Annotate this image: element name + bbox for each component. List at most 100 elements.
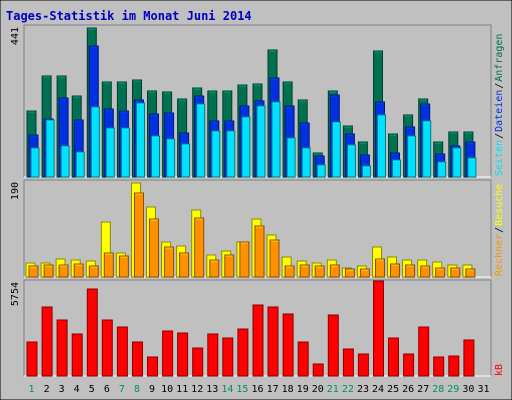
bar-kb-day-12 <box>192 347 204 377</box>
bar-kb-day-13 <box>207 333 219 377</box>
day-label-14: 14 <box>221 384 233 395</box>
bar-seiten-day-3 <box>60 145 70 178</box>
bar-seiten-day-10 <box>166 138 176 178</box>
bar-seiten-day-11 <box>181 143 191 178</box>
day-label-18: 18 <box>282 384 294 395</box>
bar-seiten-day-5 <box>90 106 100 178</box>
day-label-26: 26 <box>402 384 414 395</box>
y-axis-max-label: 5754 <box>10 282 21 306</box>
day-label-21: 21 <box>327 384 339 395</box>
bar-kb-day-19 <box>297 341 309 377</box>
bar-rechner-day-21 <box>329 264 340 278</box>
bar-seiten-day-23 <box>361 165 371 178</box>
day-label-27: 27 <box>417 384 429 395</box>
day-label-6: 6 <box>104 384 110 395</box>
legend-separator: / <box>494 227 505 233</box>
bar-seiten-day-30 <box>467 157 477 178</box>
bar-kb-day-25 <box>388 337 399 377</box>
y-axis-max-label: 190 <box>10 182 21 200</box>
day-label-19: 19 <box>297 384 309 395</box>
day-label-28: 28 <box>432 384 444 395</box>
bar-seiten-day-4 <box>75 151 85 178</box>
day-label-13: 13 <box>206 384 218 395</box>
bar-seiten-day-9 <box>151 135 160 178</box>
bar-kb-day-21 <box>327 314 339 377</box>
bar-seiten-day-6 <box>105 127 115 178</box>
day-label-10: 10 <box>161 384 173 395</box>
bar-seiten-day-14 <box>226 130 236 178</box>
bar-rechner-day-22 <box>344 268 355 278</box>
bar-kb-day-4 <box>71 333 83 377</box>
day-label-4: 4 <box>74 384 80 395</box>
bar-kb-day-30 <box>463 339 475 377</box>
bar-seiten-day-7 <box>120 127 130 178</box>
bar-rechner-day-30 <box>465 268 476 278</box>
bar-kb-day-14 <box>222 337 234 377</box>
bar-kb-day-15 <box>237 328 249 377</box>
day-label-1: 1 <box>28 384 34 395</box>
bar-seiten-day-29 <box>452 147 462 178</box>
legend-seiten: Seiten <box>494 140 505 176</box>
bar-seiten-day-21 <box>331 121 341 178</box>
day-label-25: 25 <box>387 384 399 395</box>
bar-kb-day-6 <box>101 319 113 377</box>
legend-rechner: Rechner <box>494 234 505 276</box>
day-label-23: 23 <box>357 384 369 395</box>
bar-kb-day-17 <box>267 306 279 377</box>
legend-separator: / <box>494 83 505 89</box>
bar-rechner-day-5 <box>88 265 99 278</box>
day-label-16: 16 <box>251 384 263 395</box>
bar-kb-day-26 <box>403 353 415 377</box>
bar-kb-day-28 <box>433 356 445 377</box>
x-axis-day-labels: 1 2 3 4 5 6 7 8 9 10 11 12 13 14 15 16 17 18 19 20 21 22 23 24 2… <box>28 384 489 395</box>
bar-seiten-day-25 <box>392 159 401 178</box>
bar-kb-day-9 <box>147 356 158 377</box>
bar-seiten-day-2 <box>45 119 55 178</box>
day-label-12: 12 <box>191 384 203 395</box>
bar-rechner-day-11 <box>179 252 190 278</box>
bar-rechner-day-14 <box>224 254 235 278</box>
bar-kb-day-23 <box>357 353 369 377</box>
bar-rechner-day-15 <box>239 241 250 278</box>
bar-rechner-day-12 <box>194 217 205 278</box>
bar-seiten-day-24 <box>377 114 386 178</box>
day-label-24: 24 <box>372 384 384 395</box>
bar-rechner-day-25 <box>390 263 400 278</box>
bar-rechner-day-6 <box>103 252 114 278</box>
bar-seiten-day-12 <box>196 103 206 178</box>
day-label-5: 5 <box>89 384 95 395</box>
day-label-17: 17 <box>267 384 279 395</box>
bar-rechner-day-2 <box>43 264 54 278</box>
bar-kb-day-5 <box>86 288 98 377</box>
bar-kb-day-10 <box>162 330 174 377</box>
bar-kb-day-1 <box>26 341 38 377</box>
legend-dateien: Dateien <box>494 90 505 132</box>
bar-seiten-day-8 <box>136 102 145 178</box>
bar-seiten-day-17 <box>271 101 281 178</box>
bar-seiten-day-18 <box>286 137 296 178</box>
bar-rechner-day-20 <box>314 265 325 278</box>
day-label-31: 31 <box>477 384 489 395</box>
day-label-20: 20 <box>312 384 324 395</box>
bar-kb-day-11 <box>177 332 189 377</box>
bar-seiten-day-20 <box>316 164 326 178</box>
bar-rechner-day-26 <box>405 264 416 278</box>
bar-rechner-day-1 <box>28 265 39 278</box>
bar-rechner-day-27 <box>420 265 431 278</box>
bar-seiten-day-26 <box>407 135 417 178</box>
bar-rechner-day-13 <box>209 259 220 278</box>
bar-rechner-day-28 <box>435 267 446 278</box>
panel-3: 5754 <box>10 279 492 377</box>
bar-kb-day-7 <box>116 326 128 377</box>
bar-rechner-day-17 <box>269 239 280 278</box>
bar-kb-day-2 <box>41 306 53 377</box>
day-label-29: 29 <box>447 384 459 395</box>
bar-rechner-day-18 <box>284 265 295 278</box>
bar-seiten-day-15 <box>241 116 251 178</box>
day-label-8: 8 <box>134 384 140 395</box>
bar-seiten-day-16 <box>256 105 266 178</box>
panel-1: 441 <box>10 24 492 178</box>
bar-rechner-day-4 <box>73 263 84 278</box>
day-label-9: 9 <box>149 384 155 395</box>
